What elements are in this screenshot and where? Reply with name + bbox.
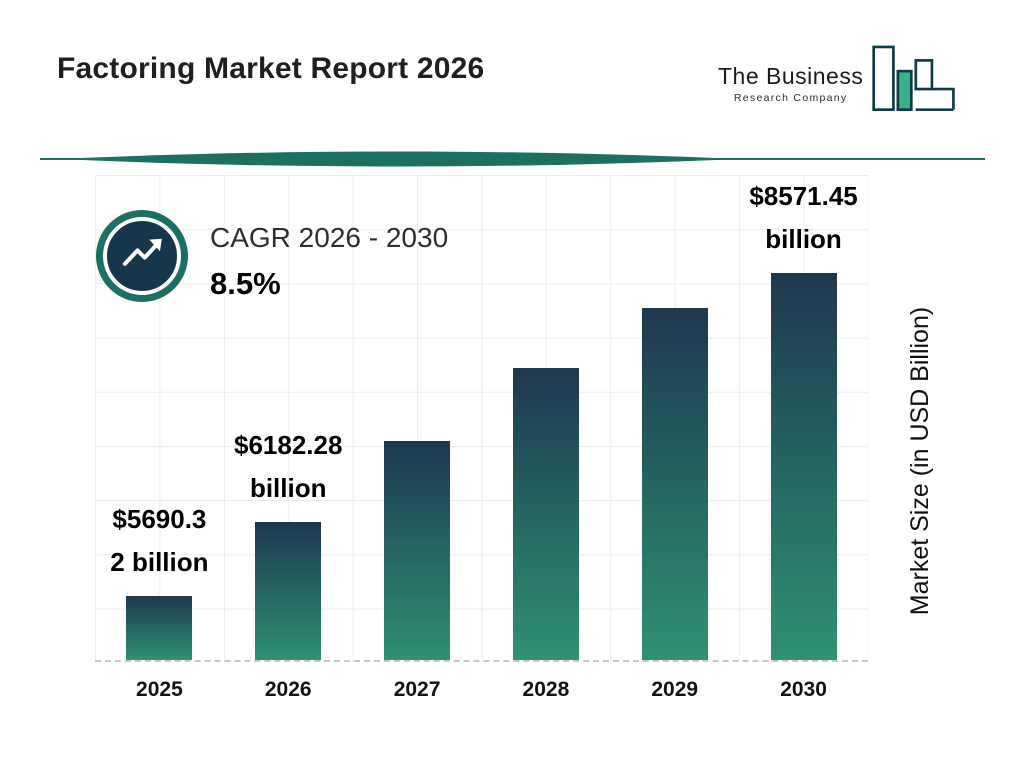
bar-column-2029 [615,175,735,660]
bar-2030 [770,272,837,660]
bar-2027 [384,441,451,660]
x-axis-labels: 2025 2026 2027 2028 2029 2030 [95,678,868,702]
chart-plot-area: $5690.3 2 billion $6182.28 billion $8571.45 b… [95,175,868,662]
bar-value-label-2030: $8571.45 billion [749,181,858,254]
page-title: Factoring Market Report 2026 [57,52,485,85]
bar-2028 [512,368,579,660]
bars-layer: $5690.3 2 billion $6182.28 billion $8571.45 b… [95,175,868,660]
x-axis-label-2025: 2025 [136,678,183,701]
cagr-badge-circle [103,217,181,295]
x-axis-label-2028: 2028 [522,678,570,701]
section-divider [40,150,985,168]
x-axis-label-2027: 2027 [393,678,441,701]
bar-value-label-2026: $6182.28 billion [234,430,343,504]
x-axis-label-2029: 2029 [651,678,699,701]
cagr-badge [96,210,188,302]
bar-column-2028 [486,175,606,660]
bar-chart-logo-icon [871,44,957,123]
bar-column-2030: $8571.45 billion [744,175,864,660]
bar-2029 [641,308,708,660]
y-axis-title: Market Size (in USD Billion) [906,306,934,616]
company-logo: The Business Research Company [718,44,957,123]
company-logo-text: The Business Research Company [718,63,863,104]
x-axis-label-2030: 2030 [780,678,827,701]
x-axis-label-2026: 2026 [264,678,312,701]
cagr-period-label: CAGR 2026 - 2030 [210,222,449,253]
logo-subname: Research Company [733,92,848,104]
bar-column-2027 [357,175,477,660]
bar-value-label-2025: $5690.3 2 billion [110,504,209,578]
bar-column-2026: $6182.28 billion [228,175,348,660]
bar-2026 [255,522,322,660]
bar-column-2025: $5690.3 2 billion [99,175,219,660]
bar-2025 [126,596,193,660]
trending-up-icon [115,227,169,286]
logo-name: The Business [718,63,864,89]
cagr-value: 8.5% [210,266,281,301]
